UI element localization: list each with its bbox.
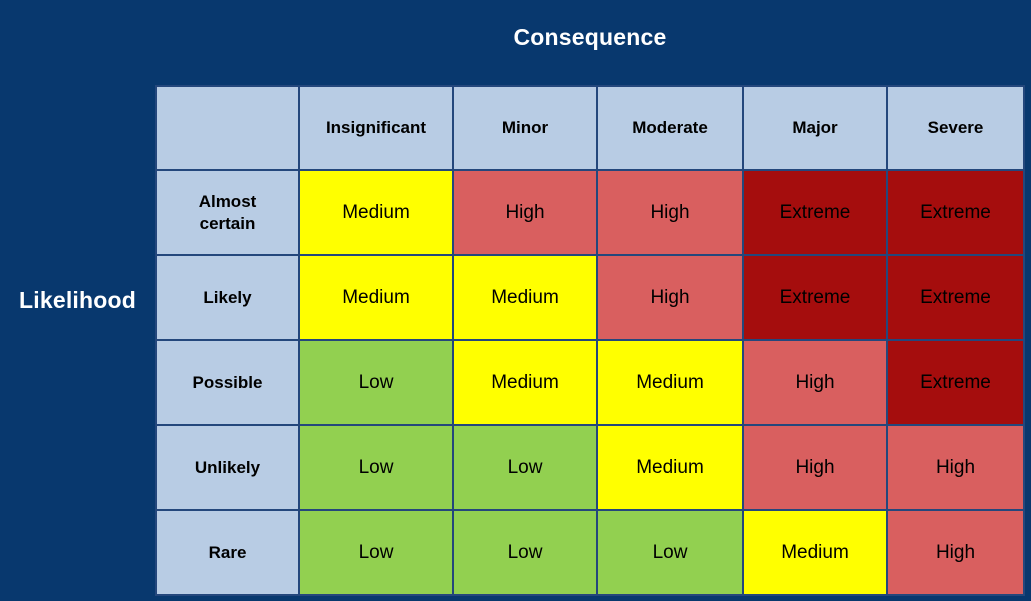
risk-cell-almost-certain-minor: High xyxy=(454,171,596,254)
risk-cell-likely-moderate: High xyxy=(598,256,742,339)
risk-cell-almost-certain-moderate: High xyxy=(598,171,742,254)
risk-cell-likely-insignificant: Medium xyxy=(300,256,452,339)
risk-cell-likely-minor: Medium xyxy=(454,256,596,339)
column-header-moderate: Moderate xyxy=(598,87,742,169)
risk-cell-almost-certain-insignificant: Medium xyxy=(300,171,452,254)
risk-cell-rare-minor: Low xyxy=(454,511,596,594)
column-header-minor: Minor xyxy=(454,87,596,169)
column-header-insignificant: Insignificant xyxy=(300,87,452,169)
risk-cell-likely-major: Extreme xyxy=(744,256,886,339)
risk-cell-unlikely-insignificant: Low xyxy=(300,426,452,509)
risk-cell-almost-certain-major: Extreme xyxy=(744,171,886,254)
risk-cell-unlikely-minor: Low xyxy=(454,426,596,509)
risk-cell-likely-severe: Extreme xyxy=(888,256,1023,339)
risk-cell-possible-severe: Extreme xyxy=(888,341,1023,424)
row-header-unlikely: Unlikely xyxy=(157,426,298,509)
risk-cell-rare-insignificant: Low xyxy=(300,511,452,594)
risk-cell-possible-major: High xyxy=(744,341,886,424)
column-header-severe: Severe xyxy=(888,87,1023,169)
risk-cell-unlikely-major: High xyxy=(744,426,886,509)
risk-cell-rare-severe: High xyxy=(888,511,1023,594)
consequence-axis-title: Consequence xyxy=(513,23,667,50)
risk-cell-possible-minor: Medium xyxy=(454,341,596,424)
risk-cell-almost-certain-severe: Extreme xyxy=(888,171,1023,254)
risk-cell-unlikely-moderate: Medium xyxy=(598,426,742,509)
row-header-possible: Possible xyxy=(157,341,298,424)
risk-cell-possible-insignificant: Low xyxy=(300,341,452,424)
risk-cell-unlikely-severe: High xyxy=(888,426,1023,509)
risk-cell-possible-moderate: Medium xyxy=(598,341,742,424)
risk-matrix-table: Insignificant Minor Moderate Major Severe Alm… xyxy=(155,85,1025,596)
risk-cell-rare-major: Medium xyxy=(744,511,886,594)
matrix-corner-cell xyxy=(157,87,298,169)
row-header-rare: Rare xyxy=(157,511,298,594)
column-header-major: Major xyxy=(744,87,886,169)
row-header-likely: Likely xyxy=(157,256,298,339)
likelihood-axis-title: Likelihood xyxy=(19,287,136,313)
row-header-almost-certain: Almost certain xyxy=(157,171,298,254)
risk-cell-rare-moderate: Low xyxy=(598,511,742,594)
